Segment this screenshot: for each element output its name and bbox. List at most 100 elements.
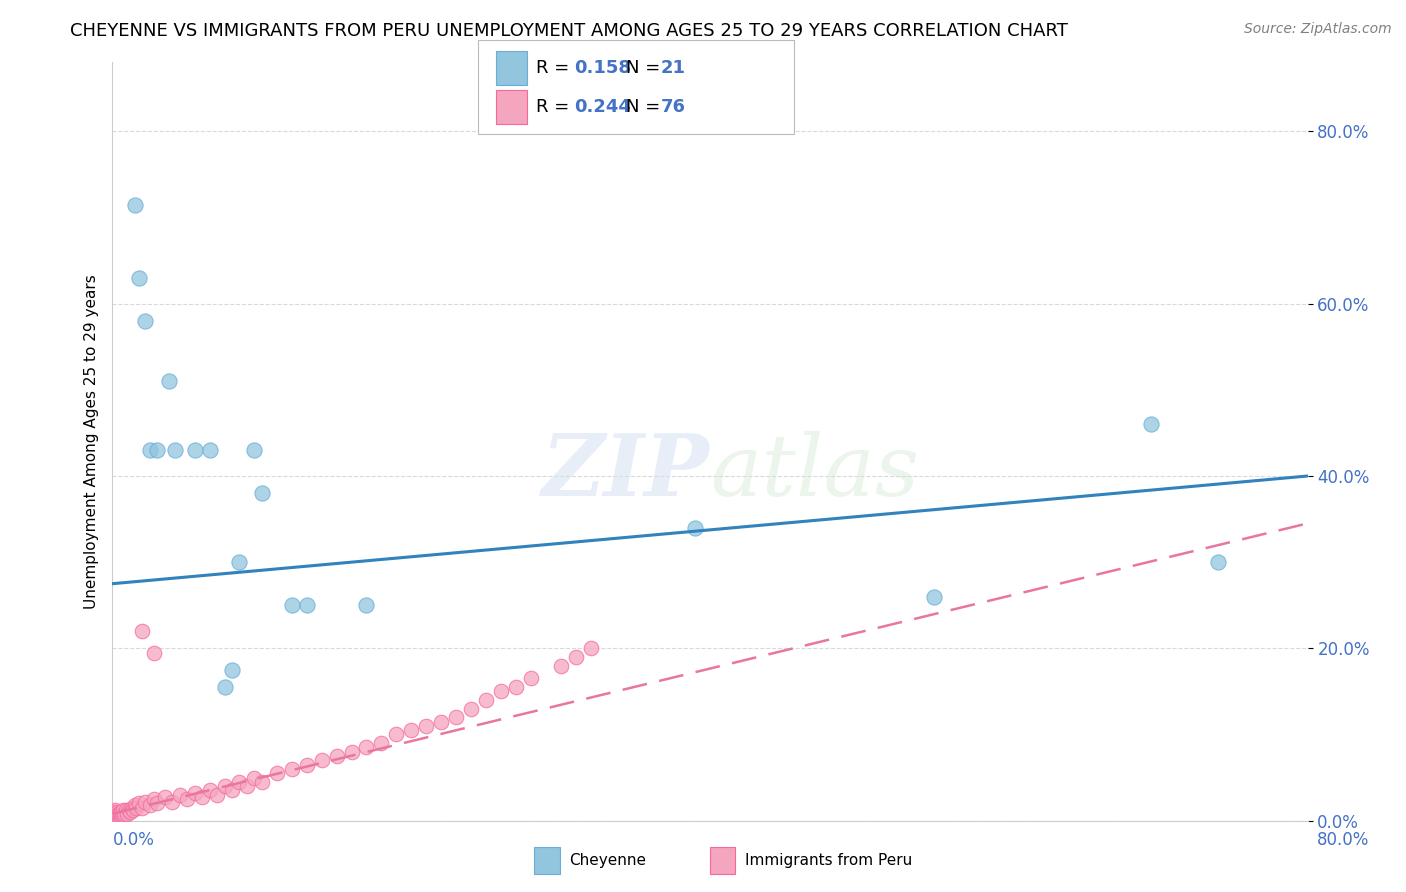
Text: 21: 21 bbox=[661, 60, 686, 78]
Point bbox=[564, 649, 586, 664]
Point bbox=[401, 723, 423, 738]
Point bbox=[415, 719, 437, 733]
Text: 0.0%: 0.0% bbox=[112, 831, 155, 849]
Point bbox=[122, 803, 145, 817]
Point bbox=[105, 805, 128, 819]
Point bbox=[101, 805, 124, 819]
Text: atlas: atlas bbox=[710, 431, 920, 513]
Point bbox=[214, 680, 236, 694]
Point bbox=[311, 753, 333, 767]
Point bbox=[228, 555, 250, 569]
Point bbox=[146, 443, 169, 458]
Point bbox=[266, 766, 288, 780]
Point bbox=[183, 443, 205, 458]
Text: Source: ZipAtlas.com: Source: ZipAtlas.com bbox=[1244, 22, 1392, 37]
Point bbox=[146, 797, 169, 811]
Point bbox=[120, 805, 142, 819]
Point bbox=[121, 801, 143, 815]
Point bbox=[169, 788, 191, 802]
Point bbox=[131, 801, 153, 815]
Point bbox=[108, 805, 131, 820]
Point bbox=[124, 798, 146, 813]
Text: N =: N = bbox=[626, 60, 665, 78]
Y-axis label: Unemployment Among Ages 25 to 29 years: Unemployment Among Ages 25 to 29 years bbox=[83, 274, 98, 609]
Point bbox=[243, 771, 266, 785]
Point bbox=[489, 684, 512, 698]
Point bbox=[505, 680, 527, 694]
Point bbox=[111, 808, 134, 822]
Point bbox=[162, 795, 183, 809]
Point bbox=[107, 810, 129, 824]
Point bbox=[198, 783, 221, 797]
Text: Immigrants from Peru: Immigrants from Peru bbox=[745, 854, 912, 868]
Point bbox=[176, 792, 198, 806]
Text: ZIP: ZIP bbox=[543, 430, 710, 514]
Point bbox=[1139, 417, 1161, 432]
Point bbox=[118, 803, 141, 817]
Point bbox=[295, 599, 318, 613]
Point bbox=[124, 197, 146, 211]
Point bbox=[134, 314, 156, 328]
Point bbox=[107, 806, 129, 821]
Point bbox=[139, 798, 162, 813]
Point bbox=[228, 775, 250, 789]
Point bbox=[101, 806, 124, 821]
Point bbox=[340, 745, 363, 759]
Point bbox=[475, 693, 498, 707]
Point bbox=[281, 599, 304, 613]
Point bbox=[128, 270, 150, 285]
Point bbox=[125, 801, 148, 815]
Point bbox=[131, 624, 153, 639]
Point bbox=[143, 646, 166, 660]
Point bbox=[221, 663, 243, 677]
Point bbox=[103, 806, 125, 821]
Point bbox=[460, 701, 482, 715]
Point bbox=[103, 814, 125, 828]
Point bbox=[110, 808, 132, 822]
Point bbox=[444, 710, 467, 724]
Point bbox=[153, 789, 176, 804]
Point bbox=[214, 779, 236, 793]
Point bbox=[221, 783, 243, 797]
Point bbox=[117, 806, 139, 821]
Point bbox=[139, 443, 162, 458]
Text: 76: 76 bbox=[661, 98, 686, 116]
Point bbox=[183, 786, 205, 800]
Point bbox=[281, 762, 304, 776]
Point bbox=[101, 814, 124, 828]
Point bbox=[243, 443, 266, 458]
Point bbox=[105, 808, 128, 822]
Point bbox=[104, 809, 127, 823]
Point bbox=[105, 811, 128, 825]
Point bbox=[104, 812, 127, 826]
Text: R =: R = bbox=[536, 60, 575, 78]
Point bbox=[101, 808, 124, 822]
Point bbox=[115, 803, 138, 817]
Point bbox=[165, 443, 187, 458]
Point bbox=[104, 803, 127, 817]
Point bbox=[370, 736, 392, 750]
Point bbox=[103, 805, 125, 819]
Point bbox=[236, 779, 259, 793]
Point bbox=[157, 374, 180, 388]
Point bbox=[430, 714, 453, 729]
Text: 0.158: 0.158 bbox=[574, 60, 631, 78]
Text: 0.244: 0.244 bbox=[574, 98, 630, 116]
Point bbox=[104, 806, 127, 821]
Point bbox=[922, 590, 945, 604]
Point bbox=[356, 599, 378, 613]
Point bbox=[198, 443, 221, 458]
Text: Cheyenne: Cheyenne bbox=[569, 854, 647, 868]
Point bbox=[103, 809, 125, 823]
Point bbox=[101, 810, 124, 824]
Point bbox=[191, 789, 214, 804]
Text: N =: N = bbox=[626, 98, 665, 116]
Text: 80.0%: 80.0% bbox=[1316, 831, 1369, 849]
Point bbox=[325, 749, 347, 764]
Point bbox=[1206, 555, 1229, 569]
Point bbox=[143, 792, 166, 806]
Text: R =: R = bbox=[536, 98, 575, 116]
Point bbox=[250, 775, 273, 789]
Point bbox=[579, 641, 602, 656]
Point bbox=[683, 521, 706, 535]
